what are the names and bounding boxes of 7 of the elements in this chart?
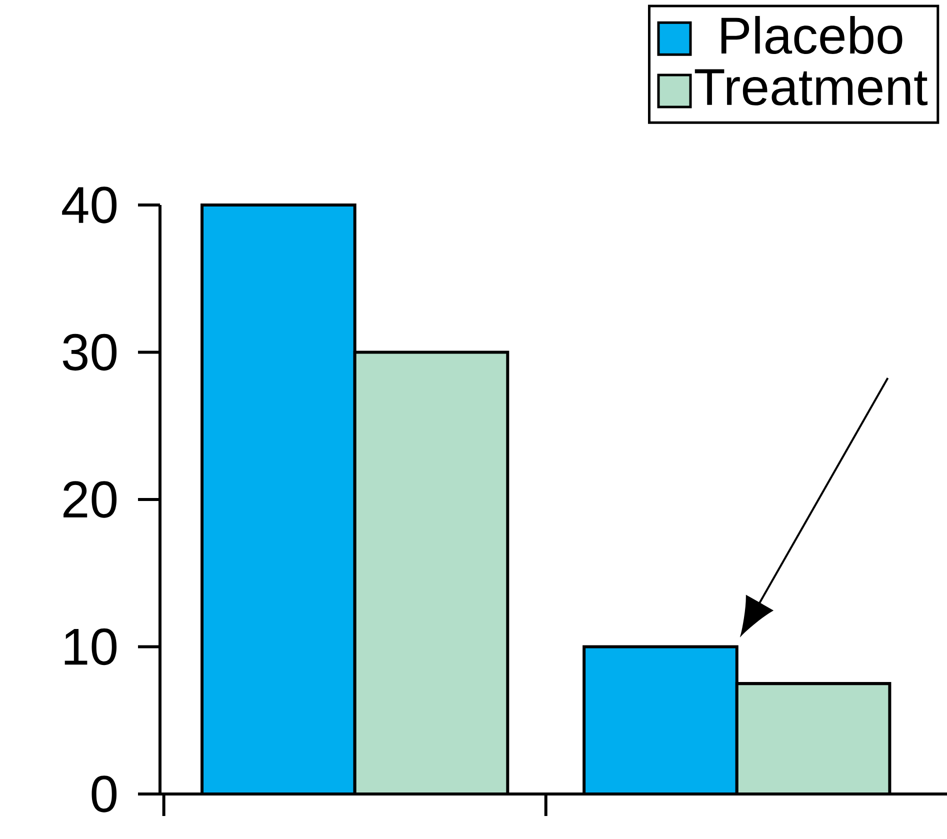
y-tick-label: 40: [62, 186, 117, 224]
y-tick-label: 10: [64, 628, 117, 666]
y-tick-label: 30: [62, 334, 117, 371]
legend-label: Treatment: [694, 69, 928, 106]
y-tick-label: 20: [64, 481, 117, 518]
legend-label: Placebo: [721, 16, 902, 54]
y-tick-label: 0: [92, 776, 117, 812]
